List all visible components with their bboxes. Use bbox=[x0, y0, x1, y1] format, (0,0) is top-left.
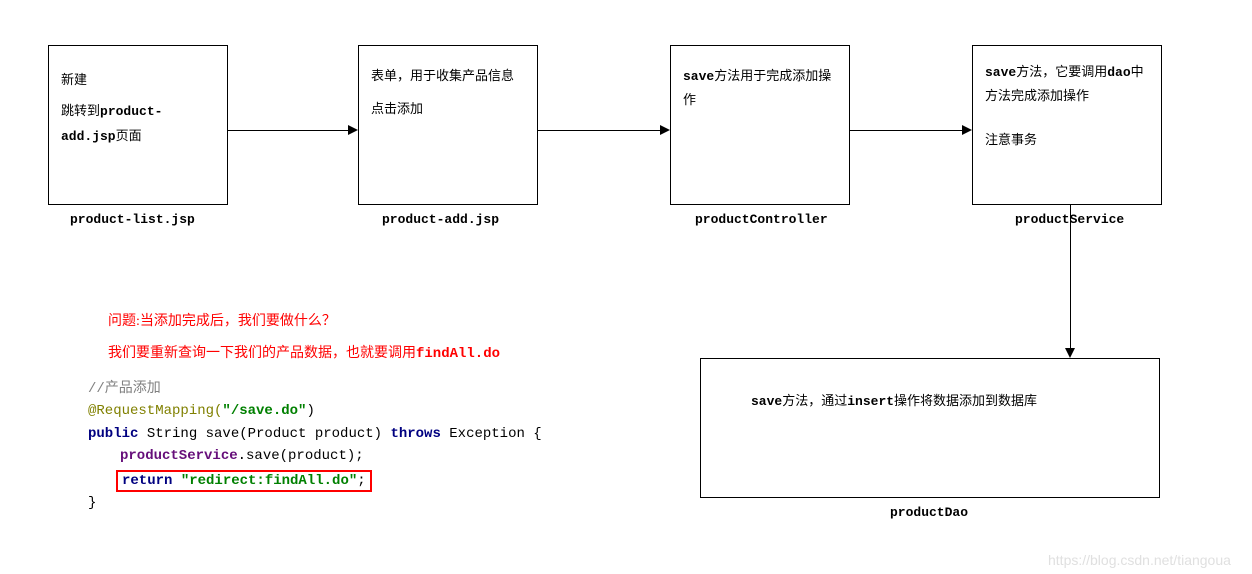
arrow-2-line bbox=[538, 130, 660, 131]
code-l1: //产品添加 bbox=[88, 378, 542, 400]
red-answer: 我们要重新查询一下我们的产品数据，也就要调用findAll.do bbox=[108, 342, 500, 362]
arrow-3-line bbox=[850, 130, 962, 131]
code-l5: return "redirect:findAll.do"; bbox=[88, 470, 542, 492]
box5-l1: save方法，通过insert操作将数据添加到数据库 bbox=[751, 389, 1109, 413]
label-controller: productController bbox=[695, 212, 828, 227]
label-product-list: product-list.jsp bbox=[70, 212, 195, 227]
label-product-add: product-add.jsp bbox=[382, 212, 499, 227]
box-product-list: 新建 跳转到product-add.jsp页面 bbox=[48, 45, 228, 205]
box-product-add: 表单，用于收集产品信息 点击添加 bbox=[358, 45, 538, 205]
box2-l2: 点击添加 bbox=[371, 97, 525, 120]
box1-l1: 新建 bbox=[61, 68, 215, 91]
arrow-1-head bbox=[348, 125, 358, 135]
arrow-4-line bbox=[1070, 205, 1071, 348]
watermark: https://blog.csdn.net/tiangoua bbox=[1048, 552, 1231, 568]
arrow-4-head bbox=[1065, 348, 1075, 358]
code-snippet: //产品添加 @RequestMapping("/save.do") publi… bbox=[88, 378, 542, 514]
code-l6: } bbox=[88, 492, 542, 514]
box-controller: save方法用于完成添加操作 bbox=[670, 45, 850, 205]
code-l4: productService.save(product); bbox=[88, 445, 542, 467]
box2-l1: 表单，用于收集产品信息 bbox=[371, 64, 525, 87]
box-dao: save方法，通过insert操作将数据添加到数据库 bbox=[700, 358, 1160, 498]
arrow-2-head bbox=[660, 125, 670, 135]
box1-l2: 跳转到product-add.jsp页面 bbox=[61, 99, 215, 148]
box4-l1: save方法，它要调用dao中方法完成添加操作 bbox=[985, 60, 1149, 108]
red-question: 问题:当添加完成后，我们要做什么？ bbox=[108, 310, 336, 330]
arrow-1-line bbox=[228, 130, 348, 131]
code-l3: public String save(Product product) thro… bbox=[88, 423, 542, 445]
box3-l1: save方法用于完成添加操作 bbox=[683, 64, 837, 112]
code-l2: @RequestMapping("/save.do") bbox=[88, 400, 542, 422]
box4-l2: 注意事务 bbox=[985, 128, 1149, 151]
box-service: save方法，它要调用dao中方法完成添加操作 注意事务 bbox=[972, 45, 1162, 205]
label-dao: productDao bbox=[890, 505, 968, 520]
arrow-3-head bbox=[962, 125, 972, 135]
